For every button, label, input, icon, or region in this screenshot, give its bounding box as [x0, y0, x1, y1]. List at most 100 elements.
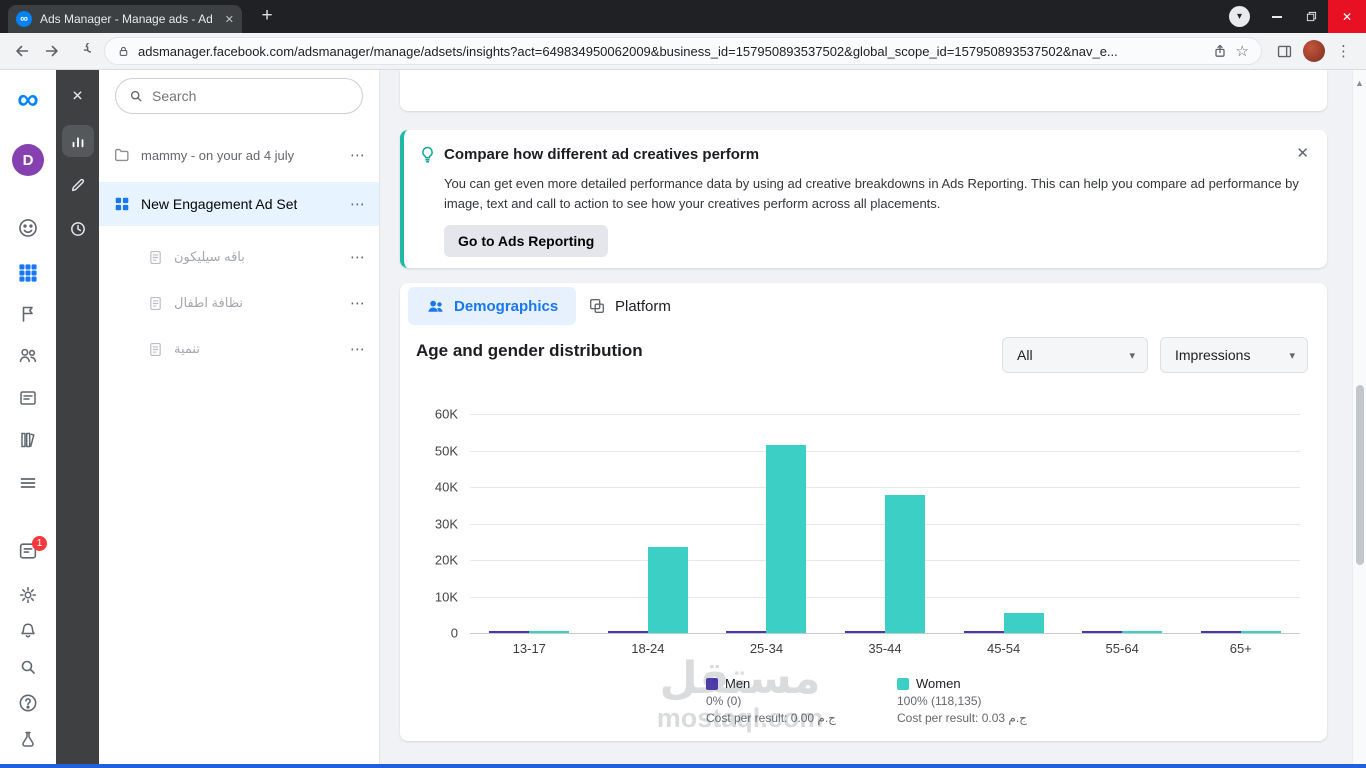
refresh-button[interactable] — [68, 37, 96, 65]
tool-strip: ✕ — [56, 70, 99, 768]
dropdown-value: Impressions — [1175, 347, 1251, 363]
forward-button[interactable] — [38, 37, 66, 65]
scroll-up-arrow-icon[interactable]: ▲ — [1355, 78, 1364, 88]
tab-close-icon[interactable]: ✕ — [224, 13, 234, 26]
browser-tab[interactable]: ∞ Ads Manager - Manage ads - Ad ✕ — [8, 5, 242, 33]
back-button[interactable] — [8, 37, 36, 65]
metric-dropdown[interactable]: Impressions ▾ — [1160, 337, 1308, 373]
browser-menu-icon[interactable]: ⋮ — [1336, 43, 1352, 60]
x-tick-label: 25-34 — [749, 641, 784, 656]
gridline — [470, 451, 1300, 452]
business-suite-rail: ∞ D 1 — [0, 70, 56, 768]
campaign-tree-panel: mammy - on your ad 4 july ⋯ New Engageme… — [99, 70, 380, 768]
breakdown-dropdown[interactable]: All ▾ — [1002, 337, 1148, 373]
tree-item-campaign[interactable]: mammy - on your ad 4 july ⋯ — [99, 140, 379, 170]
more-options-icon[interactable]: ⋯ — [350, 147, 365, 164]
legend-share: 0% (0) — [706, 694, 742, 708]
notifications-bell-icon[interactable] — [18, 621, 38, 641]
insights-chart-icon[interactable] — [61, 125, 94, 157]
updates-post-icon[interactable] — [18, 541, 39, 562]
ad-label: نظافة اطفال — [174, 295, 243, 310]
more-options-icon[interactable]: ⋯ — [350, 341, 365, 358]
window-close-button[interactable]: ✕ — [1328, 0, 1366, 33]
meta-logo-icon[interactable]: ∞ — [17, 83, 39, 116]
y-tick-label: 30K — [434, 516, 458, 532]
tree-item-ad[interactable]: نظافة اطفال ⋯ — [99, 288, 379, 318]
meta-favicon-icon: ∞ — [16, 11, 32, 27]
legend-women: Women 100% (118,135) Cost per result: 0.… — [897, 676, 1027, 725]
share-icon[interactable] — [1212, 43, 1228, 59]
bar-group-45-54 — [944, 613, 1063, 633]
ads-manager-grid-icon[interactable] — [17, 262, 39, 284]
section-title: Age and gender distribution — [416, 341, 643, 360]
tab-demographics[interactable]: Demographics — [408, 287, 577, 325]
url-input[interactable] — [138, 43, 1204, 59]
gridline — [470, 524, 1300, 525]
more-options-icon[interactable]: ⋯ — [350, 196, 365, 213]
beta-flask-icon[interactable] — [18, 729, 38, 749]
tab-search-button[interactable]: ▾ — [1229, 6, 1250, 27]
tree-item-ad[interactable]: تنمية ⋯ — [99, 334, 379, 364]
more-options-icon[interactable]: ⋯ — [350, 249, 365, 266]
minimize-icon — [1272, 15, 1282, 18]
x-tick-label: 35-44 — [868, 641, 902, 656]
search-icon — [130, 90, 142, 102]
legend-name: Men — [725, 676, 751, 691]
library-books-icon[interactable] — [18, 430, 38, 450]
folder-icon — [115, 148, 129, 162]
help-question-icon[interactable] — [18, 693, 39, 714]
bar-men-18-24 — [607, 631, 648, 633]
window-restore-button[interactable] — [1294, 0, 1328, 33]
scrollbar-thumb[interactable] — [1356, 385, 1364, 565]
y-tick-label: 20K — [434, 552, 458, 568]
legend-cost: Cost per result: 0.00 ج.م — [706, 711, 836, 725]
women-legend-swatch — [897, 677, 909, 690]
chevron-down-icon: ▾ — [1129, 349, 1135, 362]
close-panel-icon[interactable]: ✕ — [71, 87, 84, 104]
lightbulb-icon — [418, 145, 437, 164]
y-tick-label: 50K — [434, 443, 458, 459]
edit-pencil-icon[interactable] — [69, 176, 87, 194]
feedback-smiley-icon[interactable] — [17, 217, 39, 239]
tab-platform[interactable]: Platform — [570, 287, 689, 325]
tip-close-icon[interactable]: ✕ — [1296, 145, 1309, 162]
history-clock-icon[interactable] — [68, 220, 87, 239]
new-tab-button[interactable]: + — [261, 5, 273, 26]
audiences-people-icon[interactable] — [18, 345, 39, 366]
ad-label: تنمية — [174, 341, 200, 356]
page-scrollbar[interactable]: ▲ — [1352, 70, 1366, 768]
taskbar-edge — [0, 764, 1366, 768]
legend-men: Men 0% (0) Cost per result: 0.00 ج.م — [706, 676, 836, 725]
adset-grid-icon — [115, 197, 129, 211]
tree-item-ad[interactable]: باقه سيليكون ⋯ — [99, 242, 379, 272]
window-minimize-button[interactable] — [1260, 0, 1294, 33]
go-to-ads-reporting-button[interactable]: Go to Ads Reporting — [444, 225, 609, 257]
bar-women-18-24 — [647, 547, 688, 633]
bar-women-35-44 — [885, 495, 926, 633]
pages-flag-icon[interactable] — [18, 304, 38, 324]
account-avatar[interactable]: D — [12, 144, 44, 176]
search-icon[interactable] — [18, 657, 38, 677]
x-axis: 13-17 18-24 25-34 35-44 45-54 55-64 65+ — [470, 641, 1300, 656]
tip-title: Compare how different ad creatives perfo… — [444, 146, 760, 163]
more-options-icon[interactable]: ⋯ — [350, 295, 365, 312]
bar-women-25-34 — [766, 445, 807, 633]
bar-men-55-64 — [1082, 631, 1123, 633]
all-tools-menu-icon[interactable] — [18, 473, 38, 493]
tree-search-box[interactable] — [115, 78, 363, 114]
tree-item-adset-selected[interactable]: New Engagement Ad Set ⋯ — [99, 182, 379, 226]
x-tick-label: 65+ — [1229, 641, 1252, 656]
bar-group-35-44 — [826, 495, 945, 633]
notification-badge: 1 — [32, 536, 47, 551]
browser-profile-avatar[interactable] — [1300, 37, 1328, 65]
previous-card-remnant — [400, 70, 1327, 111]
address-bar[interactable]: ☆ — [104, 37, 1262, 65]
insights-card: Demographics Platform Age and gender dis… — [400, 283, 1327, 741]
browser-toolbar: ☆ ⋮ — [0, 33, 1366, 70]
search-input[interactable] — [152, 88, 350, 104]
bookmark-star-icon[interactable]: ☆ — [1235, 43, 1249, 60]
settings-gear-icon[interactable] — [18, 585, 39, 606]
y-tick-label: 0 — [450, 625, 458, 641]
side-panel-icon[interactable] — [1270, 37, 1298, 65]
billing-receipt-icon[interactable] — [18, 388, 38, 408]
